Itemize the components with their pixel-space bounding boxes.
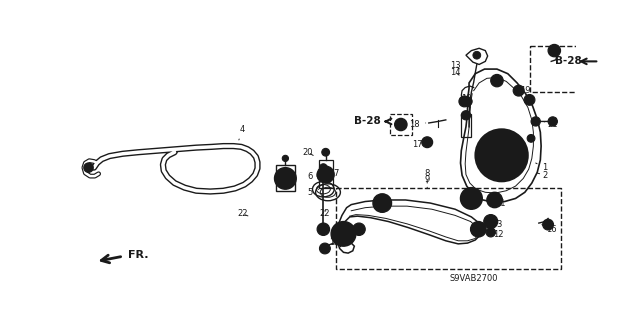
Circle shape (461, 111, 470, 120)
Text: 5: 5 (308, 188, 319, 197)
Circle shape (322, 148, 330, 156)
Circle shape (465, 191, 478, 205)
Text: FR.: FR. (128, 250, 148, 260)
Circle shape (320, 226, 326, 232)
Circle shape (527, 98, 532, 102)
Text: B-28: B-28 (354, 116, 381, 126)
Circle shape (524, 94, 535, 105)
Circle shape (395, 118, 407, 131)
Text: B-28: B-28 (555, 56, 582, 66)
Text: 15: 15 (329, 238, 339, 247)
Circle shape (424, 139, 430, 145)
Circle shape (319, 243, 330, 254)
Polygon shape (466, 48, 488, 64)
Circle shape (331, 221, 356, 246)
Bar (529, 46, 599, 92)
Text: 10: 10 (344, 225, 355, 234)
Circle shape (317, 169, 330, 182)
Circle shape (353, 223, 365, 235)
Circle shape (486, 228, 495, 237)
Circle shape (470, 221, 486, 237)
Circle shape (341, 232, 346, 237)
Circle shape (548, 44, 561, 57)
Text: 18: 18 (410, 120, 426, 129)
Text: 12: 12 (493, 230, 504, 239)
Bar (336, 189, 561, 269)
Text: 21: 21 (543, 120, 558, 129)
Text: 9: 9 (424, 175, 430, 189)
Circle shape (377, 198, 388, 208)
Circle shape (543, 219, 554, 230)
Circle shape (531, 117, 540, 126)
Text: 3: 3 (491, 220, 501, 229)
Circle shape (527, 135, 535, 142)
Circle shape (483, 137, 520, 174)
Circle shape (468, 195, 474, 202)
Circle shape (422, 137, 433, 148)
Text: S9VAB2700: S9VAB2700 (449, 274, 498, 283)
Circle shape (462, 99, 467, 104)
Circle shape (84, 163, 93, 172)
Circle shape (397, 122, 404, 128)
Circle shape (282, 155, 289, 161)
Circle shape (463, 97, 472, 106)
Text: 2: 2 (537, 171, 548, 180)
Circle shape (494, 78, 500, 84)
Circle shape (484, 215, 498, 228)
Circle shape (548, 117, 557, 126)
Circle shape (494, 148, 509, 163)
Text: 7: 7 (328, 168, 339, 178)
Circle shape (474, 226, 482, 233)
Circle shape (516, 88, 521, 93)
Text: 19: 19 (520, 86, 530, 95)
Text: 20: 20 (303, 148, 313, 157)
Circle shape (321, 170, 330, 179)
Bar (390, 114, 412, 135)
Circle shape (283, 176, 288, 181)
Circle shape (337, 223, 344, 231)
Circle shape (373, 194, 392, 212)
Circle shape (473, 51, 481, 59)
Text: 8: 8 (424, 168, 430, 183)
Text: 1: 1 (536, 163, 548, 172)
Circle shape (487, 192, 502, 208)
Text: 22: 22 (319, 209, 330, 218)
Circle shape (529, 137, 532, 140)
Circle shape (319, 164, 327, 172)
Circle shape (333, 224, 355, 245)
Circle shape (317, 223, 330, 235)
Text: 22: 22 (237, 209, 248, 218)
Circle shape (491, 74, 503, 87)
Circle shape (487, 218, 495, 226)
Circle shape (86, 165, 91, 170)
Text: 19: 19 (461, 94, 471, 103)
Circle shape (317, 166, 334, 183)
Circle shape (279, 172, 292, 185)
Circle shape (491, 196, 499, 204)
Text: 16: 16 (542, 225, 557, 234)
Text: 14: 14 (450, 68, 460, 77)
Circle shape (459, 96, 470, 107)
Text: 13: 13 (450, 61, 460, 70)
Circle shape (320, 172, 326, 178)
Circle shape (275, 168, 296, 189)
Circle shape (513, 85, 524, 96)
Circle shape (337, 228, 349, 241)
Circle shape (323, 246, 327, 251)
Text: 17: 17 (413, 140, 428, 149)
Text: 4: 4 (239, 125, 245, 140)
Circle shape (533, 119, 538, 124)
Text: 11: 11 (495, 199, 506, 208)
Circle shape (476, 129, 528, 182)
Text: 6: 6 (307, 172, 319, 182)
Circle shape (461, 188, 482, 209)
